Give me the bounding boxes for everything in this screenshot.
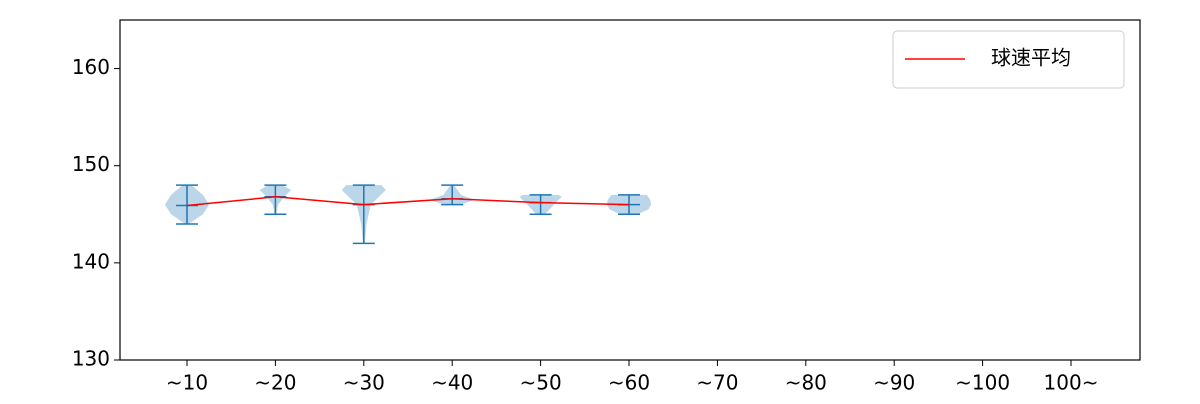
x-tick-label: ~30 bbox=[343, 371, 385, 395]
x-tick-label: 100~ bbox=[1044, 371, 1099, 395]
x-tick-label: ~50 bbox=[519, 371, 561, 395]
x-tick-label: ~20 bbox=[254, 371, 296, 395]
x-tick-label: ~90 bbox=[873, 371, 915, 395]
y-tick-label: 140 bbox=[72, 249, 110, 273]
legend-label: 球速平均 bbox=[991, 46, 1071, 70]
legend-box bbox=[892, 30, 1125, 89]
y-tick-label: 130 bbox=[72, 347, 110, 371]
x-tick-label: ~70 bbox=[696, 371, 738, 395]
x-tick-label: ~10 bbox=[166, 371, 208, 395]
y-tick-label: 150 bbox=[72, 152, 110, 176]
y-tick-label: 160 bbox=[72, 55, 110, 79]
x-tick-label: ~40 bbox=[431, 371, 473, 395]
x-tick-label: ~80 bbox=[785, 371, 827, 395]
x-tick-label: ~100 bbox=[955, 371, 1010, 395]
mean-line bbox=[186, 196, 630, 207]
x-tick-label: ~60 bbox=[608, 371, 650, 395]
plot-frame bbox=[119, 19, 1141, 361]
